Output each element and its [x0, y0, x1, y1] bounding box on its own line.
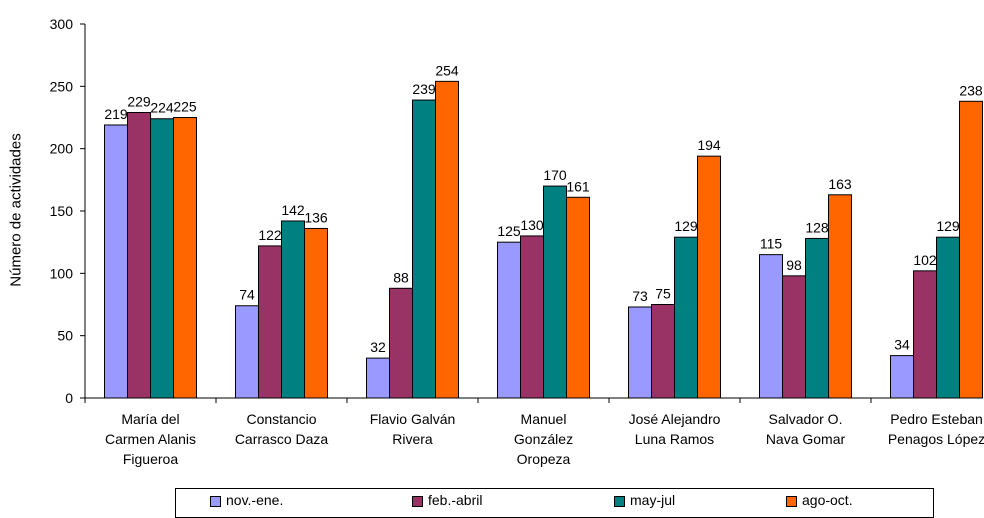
bar-3: [150, 118, 174, 399]
bar-2: [258, 245, 282, 399]
legend-item-3: may-jul: [614, 493, 675, 507]
bar-3: [412, 99, 436, 399]
bar-4: [173, 117, 197, 399]
data-label: 142: [281, 202, 305, 218]
data-label: 88: [393, 269, 409, 285]
data-label: 239: [412, 81, 436, 97]
bar-2: [127, 112, 151, 399]
bar-1: [235, 305, 259, 399]
bar-2: [520, 235, 544, 399]
data-label: 224: [150, 100, 174, 116]
x-tick-label: Constancio: [246, 411, 316, 427]
x-tick-label: Penagos López: [888, 431, 984, 447]
bar-3: [543, 185, 567, 399]
bar-4: [304, 227, 328, 399]
bar-3: [674, 236, 698, 399]
y-tick-label: 200: [50, 141, 74, 157]
bar-1: [890, 355, 914, 399]
legend-label-4: ago-oct.: [802, 492, 853, 508]
legend-item-2: feb.-abril: [412, 493, 482, 507]
bar-chart: 0 50 100 150 200 250 300 María del Carmen Alanis…: [50, 16, 984, 467]
y-axis-title-text: Número de actividades: [7, 133, 25, 287]
legend: nov.-ene. feb.-abril may-jul ago-oct.: [175, 488, 934, 518]
legend-item-4: ago-oct.: [786, 493, 853, 507]
y-tick-label: 50: [57, 328, 73, 344]
legend-swatch-3: [614, 495, 625, 507]
data-label: 32: [370, 339, 386, 355]
bar-1: [497, 241, 521, 399]
data-label: 161: [566, 178, 590, 194]
bar-3: [936, 236, 960, 399]
bar-3: [281, 220, 305, 399]
x-tick-label: Nava Gomar: [766, 431, 846, 447]
legend-label-3: may-jul: [630, 492, 676, 508]
bar-3: [805, 237, 829, 399]
legend-swatch-4: [786, 495, 797, 507]
x-tick-label: Flavio Galván: [370, 411, 456, 427]
bar-2: [389, 287, 413, 399]
data-label: 129: [674, 218, 698, 234]
x-tick-label: González: [514, 431, 573, 447]
legend-swatch-2: [412, 495, 423, 507]
bar-2: [782, 275, 806, 399]
legend-label-2: feb.-abril: [428, 492, 483, 508]
y-tick-label: 250: [50, 78, 74, 94]
x-tick-label: María del: [121, 411, 179, 427]
bar-4: [697, 155, 721, 399]
data-label: 129: [936, 218, 960, 234]
x-tick-label: Figueroa: [123, 451, 178, 467]
bar-1: [759, 254, 783, 399]
data-label: 130: [520, 217, 544, 233]
data-label: 219: [104, 106, 128, 122]
x-tick-label: Luna Ramos: [635, 431, 714, 447]
bar-1: [104, 124, 128, 399]
data-label: 75: [655, 286, 671, 302]
bar-4: [566, 196, 590, 399]
data-label: 125: [497, 223, 521, 239]
data-label: 194: [697, 137, 721, 153]
data-label: 229: [127, 94, 151, 110]
data-label: 102: [913, 252, 937, 268]
y-tick-label: 0: [65, 390, 73, 406]
bar-4: [828, 194, 852, 399]
y-tick-label: 100: [50, 265, 74, 281]
x-tick-label: Salvador O.: [769, 411, 843, 427]
legend-swatch-1: [210, 495, 221, 507]
x-tick-label: Oropeza: [517, 451, 571, 467]
bar-2: [913, 270, 937, 399]
bar-1: [628, 306, 652, 399]
plot-area: 0 50 100 150 200 250 300 María del Carmen Alanis…: [50, 16, 984, 467]
data-label: 238: [959, 82, 983, 98]
data-label: 98: [786, 257, 802, 273]
x-tick-label: Carmen Alanis: [105, 431, 196, 447]
data-label: 128: [805, 219, 829, 235]
x-tick-label: Manuel: [521, 411, 567, 427]
bar-4: [435, 80, 459, 399]
x-tick-label: José Alejandro: [629, 411, 721, 427]
data-label: 163: [828, 176, 852, 192]
bar-4: [959, 100, 983, 399]
data-label: 136: [304, 209, 328, 225]
data-label: 115: [760, 236, 783, 252]
bar-2: [651, 304, 675, 399]
legend-item-1: nov.-ene.: [210, 493, 283, 507]
data-label: 170: [543, 167, 567, 183]
y-axis-title: Número de actividades: [4, 108, 28, 312]
y-tick-label: 150: [50, 203, 74, 219]
x-tick-label: Pedro Esteban: [890, 411, 983, 427]
bar-1: [366, 357, 390, 399]
data-label: 122: [258, 227, 282, 243]
y-tick-label: 300: [50, 16, 74, 32]
x-tick-label: Carrasco Daza: [235, 431, 329, 447]
data-label: 74: [239, 287, 255, 303]
data-label: 34: [894, 337, 910, 353]
data-label: 225: [173, 99, 197, 115]
x-tick-label: Rivera: [392, 431, 433, 447]
legend-label-1: nov.-ene.: [226, 492, 284, 508]
data-label: 73: [632, 288, 648, 304]
data-label: 254: [435, 62, 459, 78]
